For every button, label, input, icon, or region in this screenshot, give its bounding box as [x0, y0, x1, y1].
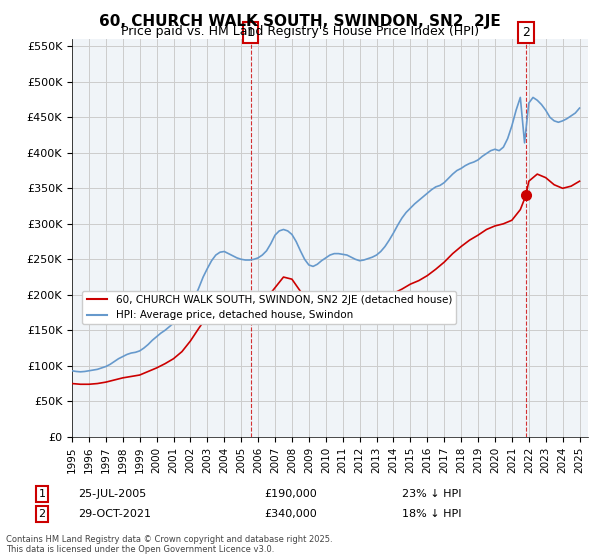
- Text: 23% ↓ HPI: 23% ↓ HPI: [402, 489, 461, 499]
- Text: Contains HM Land Registry data © Crown copyright and database right 2025.
This d: Contains HM Land Registry data © Crown c…: [6, 535, 332, 554]
- Text: Price paid vs. HM Land Registry's House Price Index (HPI): Price paid vs. HM Land Registry's House …: [121, 25, 479, 38]
- Text: 29-OCT-2021: 29-OCT-2021: [78, 509, 151, 519]
- Text: 2: 2: [38, 509, 46, 519]
- Text: 2: 2: [522, 26, 530, 39]
- Legend: 60, CHURCH WALK SOUTH, SWINDON, SN2 2JE (detached house), HPI: Average price, de: 60, CHURCH WALK SOUTH, SWINDON, SN2 2JE …: [82, 291, 456, 324]
- Text: 1: 1: [38, 489, 46, 499]
- Text: 25-JUL-2005: 25-JUL-2005: [78, 489, 146, 499]
- Text: 18% ↓ HPI: 18% ↓ HPI: [402, 509, 461, 519]
- Text: £190,000: £190,000: [264, 489, 317, 499]
- Text: £340,000: £340,000: [264, 509, 317, 519]
- Text: 60, CHURCH WALK SOUTH, SWINDON, SN2  2JE: 60, CHURCH WALK SOUTH, SWINDON, SN2 2JE: [99, 14, 501, 29]
- Text: 1: 1: [247, 26, 254, 39]
